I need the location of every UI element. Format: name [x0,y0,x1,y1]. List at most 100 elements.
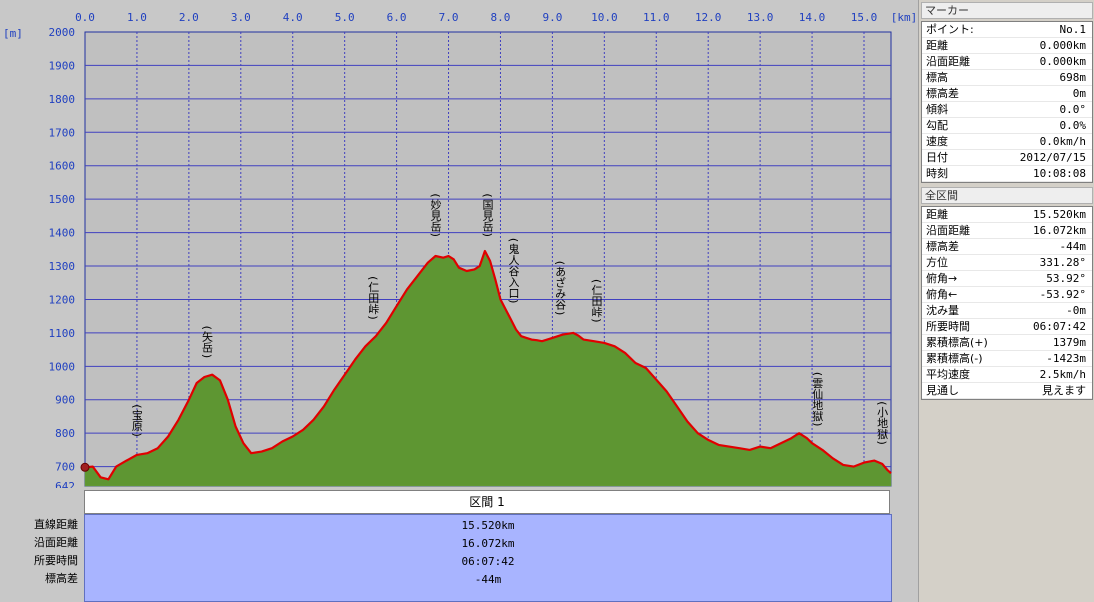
total-row: 累積標高(+) 1379m [922,335,1092,351]
y-unit-label: [m] [3,27,23,40]
x-tick-label: 0.0 [75,11,95,24]
y-tick-label: 1500 [49,193,76,206]
marker-row-value: 0.000km [1039,39,1086,52]
marker-row-label: 沿面距離 [926,55,970,68]
marker-row-value: 0.0% [1059,119,1087,132]
marker-row-label: 標高差 [926,87,959,100]
x-unit-label: [km] [891,11,918,24]
y-tick-label: 1200 [49,293,76,306]
y-tick-label: 1700 [49,126,76,139]
x-tick-label: 11.0 [643,11,670,24]
y-tick-label: 2000 [49,26,76,39]
elapsed-time-value: 06:07:42 [461,555,515,568]
marker-row: 勾配 0.0% [922,118,1092,134]
total-row-value: 2.5km/h [1039,368,1086,381]
section-stats-box: 15.520km 16.072km 06:07:42 -44m [84,514,892,602]
total-row: 平均速度 2.5km/h [922,367,1092,383]
peak-annotation: (仁田峠) [367,275,380,321]
marker-row: 日付 2012/07/15 [922,150,1092,166]
marker-row-label: ポイント: [926,23,974,36]
total-row-label: 距離 [926,208,948,221]
total-row: 所要時間 06:07:42 [922,319,1092,335]
total-row-value: -1423m [1046,352,1086,365]
marker-row-value: 10:08:08 [1033,167,1086,180]
total-row-label: 沿面距離 [926,224,970,237]
y-tick-label: 1600 [49,160,76,173]
peak-annotation: (妙見岳) [429,192,442,238]
marker-row-label: 傾斜 [926,103,948,116]
total-row-value: -0m [1066,304,1086,317]
marker-row: 時刻 10:08:08 [922,166,1092,182]
x-tick-label: 7.0 [439,11,459,24]
elevation-diff-value: -44m [474,573,502,586]
total-row-label: 俯角← [926,288,958,301]
marker-row-label: 時刻 [926,167,948,180]
x-tick-label: 12.0 [695,11,722,24]
marker-row: 傾斜 0.0° [922,102,1092,118]
total-row-label: 俯角→ [926,272,958,285]
x-tick-label: 1.0 [127,11,147,24]
x-tick-label: 8.0 [491,11,511,24]
total-header[interactable]: 全区間 [921,187,1093,204]
marker-row-label: 速度 [926,135,948,148]
peak-annotation: (小地獄) [876,400,889,446]
section-summary-panel: 区間 1 15.520km 16.072km 06:07:42 -44m 直線距… [0,488,918,602]
marker-row-value: 0.000km [1039,55,1086,68]
total-row: 俯角→ 53.92° [922,271,1092,287]
y-tick-label: 800 [55,427,75,440]
total-row-value: 1379m [1052,336,1086,349]
total-row-label: 累積標高(+) [926,336,988,349]
total-row: 沿面距離 16.072km [922,223,1092,239]
y-tick-label: 1000 [49,360,76,373]
marker-row-value: 2012/07/15 [1019,151,1086,164]
marker-row: 標高差 0m [922,86,1092,102]
section-title[interactable]: 区間 1 [84,490,890,514]
peak-annotation: (矢岳) [201,324,214,359]
marker-row: ポイント: No.1 [922,22,1092,38]
marker-row-label: 日付 [926,151,948,164]
total-row: 距離 15.520km [922,207,1092,223]
y-tick-label: 1300 [49,260,76,273]
y-tick-label: 1400 [49,227,76,240]
marker-row-value: No.1 [1059,23,1087,36]
y-tick-label: 1900 [49,59,76,72]
peak-annotation: (仁田峠) [590,278,603,324]
x-tick-label: 4.0 [283,11,303,24]
total-row-value: 06:07:42 [1033,320,1086,333]
peak-annotation: (雲仙地獄) [811,371,824,428]
total-row-label: 方位 [926,256,948,269]
total-row-label: 所要時間 [926,320,970,333]
marker-row-value: 0.0km/h [1039,135,1086,148]
start-point-marker [80,462,90,472]
elevation-chart[interactable]: 2000 1900 1800 1700 1600 1500 1400 1300 1200 1100… [0,0,918,493]
surface-distance-label: 沿面距離 [34,536,78,549]
marker-row-label: 標高 [926,71,948,84]
x-tick-label: 5.0 [335,11,355,24]
straight-distance-value: 15.520km [461,519,515,532]
total-row: 沈み量 -0m [922,303,1092,319]
marker-row-value: 0m [1072,87,1086,100]
marker-row: 標高 698m [922,70,1092,86]
total-row-label: 見通し [926,384,959,397]
y-tick-label: 1100 [49,327,76,340]
elevation-diff-label: 標高差 [45,572,78,585]
y-tick-label: 700 [55,461,75,474]
total-row-value: 16.072km [1033,224,1086,237]
total-row-value: 見えます [1042,384,1086,397]
total-row-label: 標高差 [926,240,959,253]
total-row-label: 累積標高(-) [926,352,983,365]
x-tick-label: 15.0 [851,11,878,24]
y-tick-label: 1800 [49,93,76,106]
marker-row: 沿面距離 0.000km [922,54,1092,70]
total-row-value: 15.520km [1033,208,1086,221]
x-tick-label: 14.0 [799,11,826,24]
peak-annotation: (宝原) [130,403,143,438]
marker-row-label: 勾配 [926,119,948,132]
x-tick-label: 3.0 [231,11,251,24]
total-row-label: 沈み量 [926,304,959,317]
marker-header[interactable]: マーカー [921,2,1093,19]
marker-table: ポイント: No.1 距離 0.000km 沿面距離 0.000km 標高 698m 標高差 0m… [921,21,1093,183]
total-row-value: 53.92° [1046,272,1086,285]
straight-distance-label: 直線距離 [34,518,78,531]
elapsed-time-label: 所要時間 [34,554,78,567]
